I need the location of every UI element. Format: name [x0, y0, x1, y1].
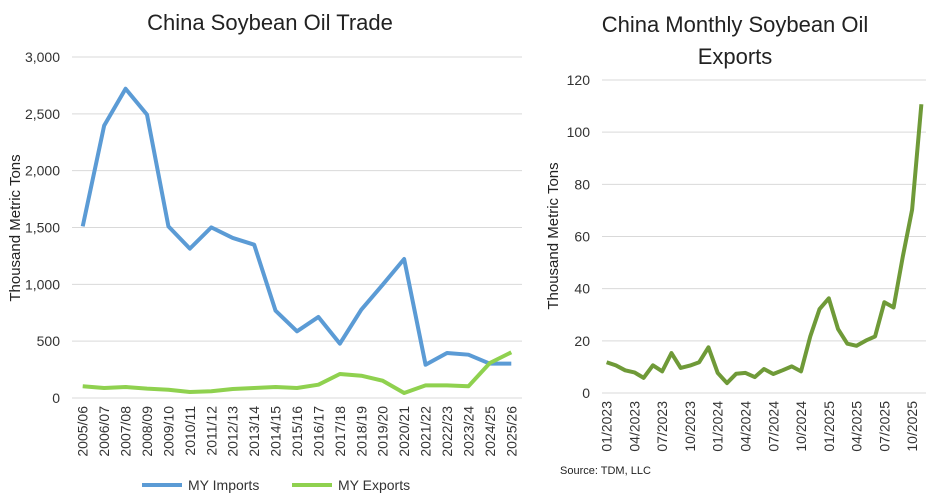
x-tick-label: 10/2024 — [793, 401, 809, 452]
y-axis-title: Thousand Metric Tons — [7, 154, 24, 301]
x-tick-label: 2023/24 — [460, 406, 476, 457]
x-tick-label: 2005/06 — [75, 406, 91, 457]
y-tick-label: 80 — [574, 176, 590, 192]
x-tick-label: 04/2023 — [626, 401, 642, 452]
x-tick-label: 2025/26 — [503, 406, 519, 457]
x-tick-label: 04/2025 — [849, 401, 865, 452]
x-tick-label: 01/2024 — [710, 401, 726, 452]
x-tick-label: 2021/22 — [418, 406, 434, 457]
x-tick-label: 07/2025 — [876, 401, 892, 452]
chart-title-line1: China Monthly Soybean Oil — [602, 12, 869, 37]
series-line-0 — [80, 86, 512, 367]
y-tick-label: 0 — [582, 385, 590, 401]
y-tick-label: 100 — [567, 124, 591, 140]
x-tick-label: 2018/19 — [353, 406, 369, 457]
y-tick-label: 120 — [567, 72, 591, 88]
x-tick-label: 2006/07 — [96, 406, 112, 457]
x-tick-label: 2016/17 — [310, 406, 326, 457]
chart-trade: China Soybean Oil Trade Thousand Metric … — [7, 10, 522, 493]
y-tick-label: 0 — [52, 390, 60, 406]
y-tick-label: 500 — [37, 333, 61, 349]
x-tick-label: 2010/11 — [182, 406, 198, 456]
x-tick-label: 2008/09 — [139, 406, 155, 457]
x-tick-label: 2011/12 — [203, 406, 219, 456]
y-tick-label: 40 — [574, 281, 590, 297]
legend: MY Imports MY Exports — [142, 477, 410, 493]
x-tick-label: 2020/21 — [396, 406, 412, 457]
x-tick-label: 01/2025 — [821, 401, 837, 452]
x-tick-label: 2019/20 — [375, 406, 391, 457]
x-tick-label: 2022/23 — [439, 406, 455, 457]
x-tick-label: 07/2024 — [765, 401, 781, 452]
y-tick-label: 1,000 — [25, 276, 60, 292]
source-note: Source: TDM, LLC — [560, 465, 651, 477]
legend-exports-label: MY Exports — [338, 477, 410, 493]
x-tick-label: 2014/15 — [268, 406, 284, 457]
x-tick-label: 2012/13 — [225, 406, 241, 457]
chart-monthly-exports: China Monthly Soybean Oil Exports Thousa… — [545, 12, 926, 477]
y-tick-label: 2,000 — [25, 163, 60, 179]
chart-title: China Soybean Oil Trade — [147, 10, 393, 35]
x-tick-label: 2009/10 — [160, 406, 176, 457]
x-tick-label: 2017/18 — [332, 406, 348, 457]
x-tick-label: 2013/14 — [246, 406, 262, 457]
y-tick-label: 1,500 — [25, 220, 60, 236]
x-tick-label: 10/2025 — [904, 401, 920, 452]
x-tick-label: 2015/16 — [289, 406, 305, 457]
legend-imports-label: MY Imports — [188, 477, 259, 493]
chart-title-line2: Exports — [698, 44, 773, 69]
x-tick-label: 2007/08 — [118, 406, 134, 457]
x-tick-label: 2024/25 — [482, 406, 498, 457]
y-tick-label: 20 — [574, 333, 590, 349]
y-tick-label: 60 — [574, 229, 590, 245]
x-tick-label: 07/2023 — [654, 401, 670, 452]
y-tick-label: 3,000 — [25, 49, 60, 65]
x-tick-label: 10/2023 — [682, 401, 698, 452]
x-tick-label: 01/2023 — [599, 401, 615, 452]
series-line-1 — [82, 350, 513, 395]
y-tick-label: 2,500 — [25, 106, 60, 122]
y-axis-title: Thousand Metric Tons — [545, 162, 562, 309]
x-tick-label: 04/2024 — [737, 401, 753, 452]
